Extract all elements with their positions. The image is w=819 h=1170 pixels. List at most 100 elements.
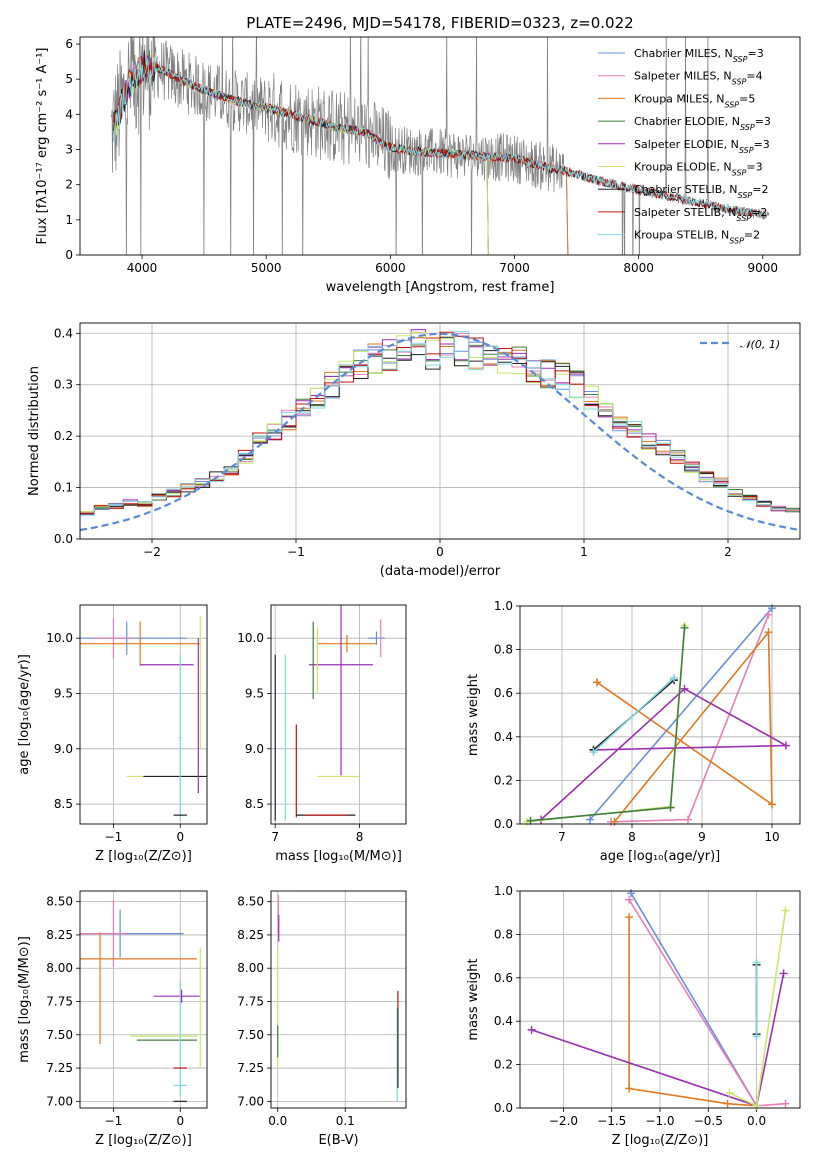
legend-nssp: 2 bbox=[761, 183, 768, 196]
agez-points bbox=[80, 616, 207, 821]
legend-label: 𝒩(0, 1) bbox=[740, 338, 780, 351]
legend-entry: Salpeter ELODIE, NSSP=3 bbox=[634, 138, 770, 155]
legend-label: Kroupa STELIB, N bbox=[634, 229, 729, 242]
x-tick-label: 7 bbox=[271, 830, 279, 844]
legend-subscript: SSP bbox=[729, 236, 744, 245]
x-tick-label: 0 bbox=[176, 1114, 184, 1128]
y-tick-label: 10.0 bbox=[237, 631, 264, 645]
legend-nssp: 3 bbox=[756, 161, 763, 174]
y-tick-label: 7.50 bbox=[237, 1028, 264, 1042]
x-tick-label: −1 bbox=[105, 1114, 123, 1128]
data-point-marker bbox=[523, 817, 531, 826]
legend-nssp: 5 bbox=[748, 92, 755, 105]
legend-label: Salpeter STELIB, N bbox=[634, 206, 736, 219]
y-tick-label: 3 bbox=[65, 143, 73, 157]
y-tick-label: 8.5 bbox=[245, 797, 264, 811]
data-point-marker bbox=[781, 1099, 790, 1108]
mass-vs-ebv-panel: 0.0 0.1 7.00 7.25 7.50 7.75 8.00 8.25 8.50 E(B-V) bbox=[237, 890, 407, 1148]
y-tick-label: 2 bbox=[65, 178, 73, 192]
legend-nssp-eq: = bbox=[751, 206, 760, 219]
spectrum-panel: 4000 5000 6000 7000 8000 90000123456wavelengt… bbox=[35, 36, 801, 295]
y-tick-label: 9.5 bbox=[54, 686, 73, 700]
data-point-marker bbox=[781, 906, 790, 915]
y-tick-label: 0.4 bbox=[494, 1014, 513, 1028]
legend-subscript: SSP bbox=[739, 145, 754, 154]
legend-nssp: 2 bbox=[753, 229, 760, 242]
plot-frame bbox=[519, 605, 801, 825]
legend-nssp: 3 bbox=[757, 47, 764, 60]
age-vs-mass-panel: 7 8 8.5 9.0 9.5 10.0 mass [log₁₀(M/M⊙)] bbox=[237, 604, 407, 864]
figure-title: PLATE=2496, MJD=54178, FIBERID=0323, z=0… bbox=[246, 14, 633, 32]
y-tick-label: 8.00 bbox=[237, 961, 264, 975]
data-point-marker bbox=[526, 816, 535, 825]
x-tick-label: 8 bbox=[628, 830, 636, 844]
plot-frame bbox=[79, 890, 208, 1109]
data-point-marker bbox=[725, 1088, 734, 1097]
legend-nssp-eq: = bbox=[739, 92, 748, 105]
weight-vs-age-panel: 7 8 9 10 0.0 0.2 0.4 0.6 0.8 1.0 age [log₁₀(age/yr… bbox=[466, 599, 801, 864]
legend-subscript: SSP bbox=[733, 55, 748, 64]
data-point-marker bbox=[768, 800, 776, 809]
x-tick-label: 7000 bbox=[499, 261, 530, 275]
y-tick-label: 7.25 bbox=[237, 1061, 264, 1075]
y-tick-label: 1.0 bbox=[494, 599, 513, 613]
series-line-salpeter-miles bbox=[610, 614, 770, 823]
legend-entry: Salpeter MILES, NSSP=4 bbox=[634, 70, 763, 87]
plot-frame bbox=[519, 890, 801, 1109]
x-tick-label: −1.0 bbox=[645, 1114, 674, 1128]
legend-nssp-eq: = bbox=[754, 138, 763, 151]
data-point-marker bbox=[589, 748, 598, 757]
x-tick-label: 6000 bbox=[375, 261, 406, 275]
normal-curve bbox=[80, 332, 800, 532]
y-tick-label: 8.00 bbox=[46, 961, 73, 975]
x-tick-label: 8000 bbox=[623, 261, 654, 275]
y-tick-label: 0.6 bbox=[494, 971, 513, 985]
x-tick-label: −2 bbox=[143, 545, 161, 559]
x-tick-label: 8 bbox=[356, 830, 364, 844]
legend-subscript: SSP bbox=[740, 123, 755, 132]
y-tick-label: 0.8 bbox=[494, 643, 513, 657]
y-tick-label: 8.5 bbox=[54, 797, 73, 811]
legend-subscript: SSP bbox=[732, 168, 747, 177]
mass-vs-metallicity-panel: −1 0 7.00 7.25 7.50 7.75 8.00 8.25 8.50 Z [log₁₀(… bbox=[17, 890, 208, 1148]
legend-label: Chabrier STELIB, N bbox=[634, 183, 738, 196]
y-tick-label: 9.0 bbox=[54, 742, 73, 756]
legend-nssp-eq: = bbox=[747, 47, 756, 60]
legend-nssp: 4 bbox=[756, 70, 763, 83]
legend-entry: Chabrier MILES, NSSP=3 bbox=[634, 47, 764, 64]
y-tick-label: 0.0 bbox=[494, 1101, 513, 1115]
data-point-marker bbox=[680, 623, 689, 632]
y-tick-label: 0.8 bbox=[494, 927, 513, 941]
data-point-marker bbox=[764, 610, 773, 619]
model-spectrum-kroupa-stelib bbox=[113, 56, 763, 219]
y-axis-label: mass weight bbox=[466, 674, 481, 756]
legend-nssp-eq: = bbox=[746, 161, 755, 174]
residual-histogram-panel: −2 −1 0 1 2 0.0 0.1 0.2 0.3 0.4 (data-model)/error… bbox=[27, 322, 801, 579]
y-tick-label: 7.75 bbox=[46, 994, 73, 1008]
legend-subscript: SSP bbox=[724, 100, 739, 109]
data-point-marker bbox=[752, 1101, 761, 1110]
legend-nssp: 2 bbox=[760, 206, 767, 219]
data-point-marker bbox=[586, 815, 594, 824]
y-tick-label: 9.5 bbox=[245, 686, 264, 700]
x-tick-label: 1 bbox=[580, 545, 588, 559]
x-axis-label: (data-model)/error bbox=[380, 564, 501, 579]
x-tick-label: −0.5 bbox=[694, 1114, 723, 1128]
residual-histogram-kroupa-stelib bbox=[80, 331, 800, 516]
y-tick-label: 0.6 bbox=[494, 686, 513, 700]
data-point-marker bbox=[527, 1025, 536, 1034]
legend-label: Kroupa ELODIE, N bbox=[634, 161, 732, 174]
data-point-marker bbox=[764, 628, 773, 637]
x-tick-label: 0.0 bbox=[268, 1114, 287, 1128]
y-tick-label: 10.0 bbox=[46, 631, 73, 645]
legend-entry: Kroupa MILES, NSSP=5 bbox=[634, 92, 755, 109]
series-line-kroupa-elodie bbox=[526, 625, 686, 823]
y-tick-label: 7.75 bbox=[237, 994, 264, 1008]
y-tick-label: 0.2 bbox=[494, 773, 513, 787]
plot-frame bbox=[270, 604, 407, 825]
y-axis-label: mass [log₁₀(M/M⊙)] bbox=[17, 936, 32, 1063]
legend-label: Salpeter MILES, N bbox=[634, 70, 732, 83]
legend-nssp: 3 bbox=[764, 115, 771, 128]
x-axis-label: Z [log₁₀(Z/Z⊙)] bbox=[95, 1133, 192, 1148]
